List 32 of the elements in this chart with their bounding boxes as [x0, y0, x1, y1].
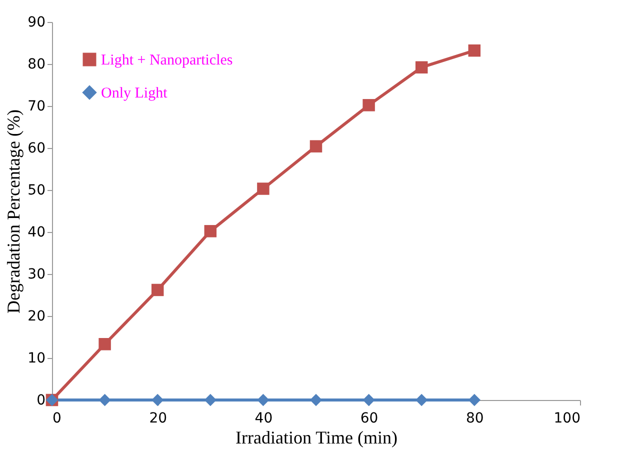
- point: [98, 394, 111, 406]
- y-tick-label: 50: [28, 182, 46, 198]
- y-tick-label: 20: [28, 308, 46, 324]
- point: [362, 99, 375, 112]
- point: [257, 394, 270, 406]
- point: [362, 394, 375, 406]
- point: [310, 140, 322, 152]
- y-tick-label: 40: [28, 224, 46, 240]
- x-tick-label: 100: [554, 410, 580, 426]
- x-tick-label: 20: [149, 410, 168, 426]
- y-tick-label: 70: [28, 98, 46, 114]
- point: [151, 284, 164, 296]
- x-tick-label: 40: [254, 410, 273, 426]
- legend-label: Only Light: [101, 86, 168, 102]
- point: [468, 44, 481, 57]
- x-tick-label: 60: [360, 410, 378, 426]
- y-axis-title: Degradation Percentage (%): [4, 110, 24, 314]
- legend-label: Light + Nanoparticles: [101, 52, 233, 68]
- x-axis-title: Irradiation Time (min): [236, 428, 398, 448]
- point: [415, 61, 428, 74]
- y-tick-label: 10: [28, 350, 46, 366]
- point: [257, 182, 270, 195]
- x-tick-label: 80: [466, 410, 484, 426]
- point: [468, 394, 481, 406]
- y-tick-label: 30: [28, 266, 46, 282]
- y-tick-label: 60: [28, 140, 46, 156]
- point: [98, 338, 111, 350]
- x-tick-label: 0: [52, 410, 62, 426]
- point: [204, 225, 217, 238]
- y-tick-label: 90: [28, 14, 46, 30]
- y-tick-label: 80: [28, 56, 46, 72]
- y-tick-label: 0: [36, 392, 46, 408]
